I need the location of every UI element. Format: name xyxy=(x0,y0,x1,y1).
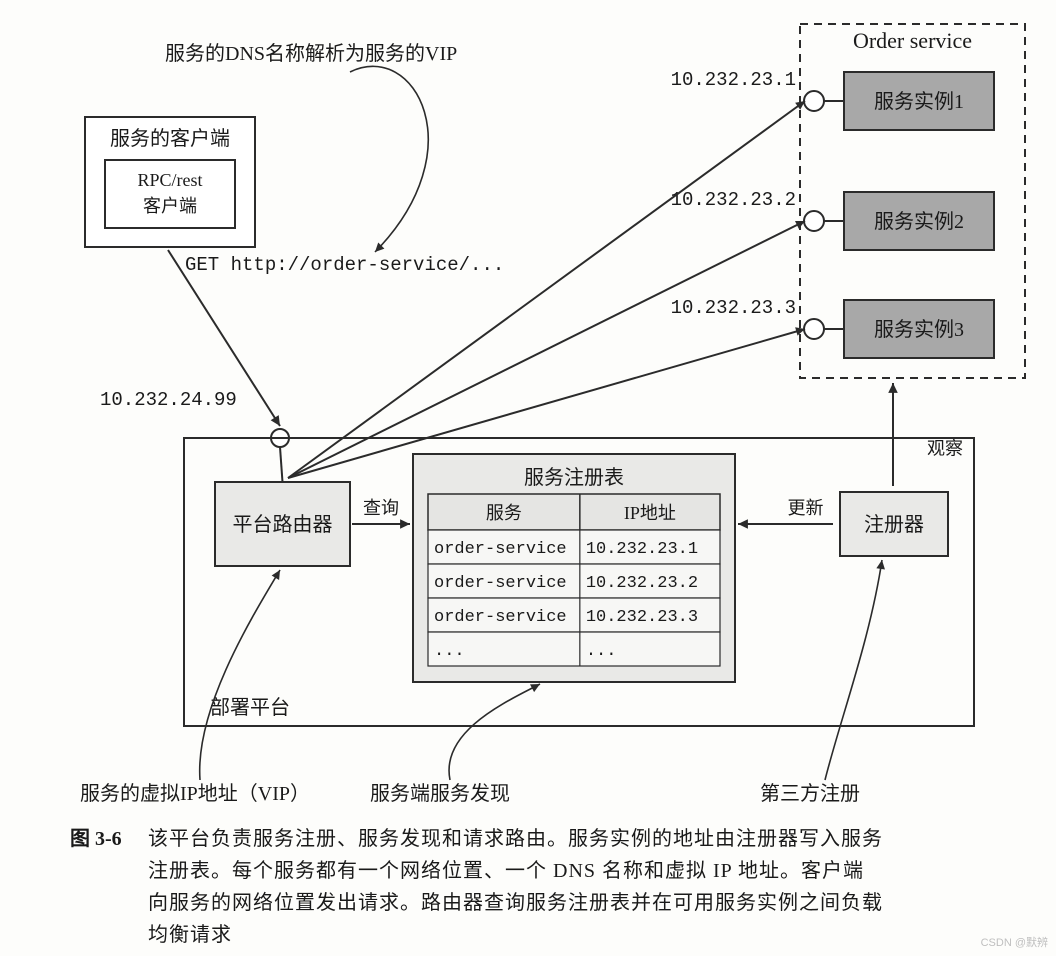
callout-label: 第三方注册 xyxy=(760,782,860,805)
svg-text:服务实例2: 服务实例2 xyxy=(874,210,964,233)
svg-text:10.232.23.1: 10.232.23.1 xyxy=(586,540,698,559)
svg-text:order-service: order-service xyxy=(434,608,567,627)
svg-text:部署平台: 部署平台 xyxy=(210,696,290,719)
svg-text:客户端: 客户端 xyxy=(143,196,197,216)
instance-port xyxy=(804,319,824,339)
figure-number: 图 3-6 xyxy=(70,827,122,850)
callout-label: 服务的虚拟IP地址（VIP） xyxy=(80,782,310,805)
callout-label: 服务端服务发现 xyxy=(370,782,510,805)
svg-text:10.232.23.2: 10.232.23.2 xyxy=(586,574,698,593)
svg-text:RPC/rest: RPC/rest xyxy=(137,170,202,190)
caption-line: 均衡请求 xyxy=(148,923,232,946)
svg-text:10.232.23.2: 10.232.23.2 xyxy=(671,189,796,211)
svg-text:...: ... xyxy=(586,642,617,661)
svg-text:order-service: order-service xyxy=(434,574,567,593)
svg-text:服务实例3: 服务实例3 xyxy=(874,318,964,341)
svg-text:服务注册表: 服务注册表 xyxy=(524,466,624,489)
svg-text:更新: 更新 xyxy=(788,498,824,518)
svg-text:服务的客户端: 服务的客户端 xyxy=(110,127,230,150)
svg-text:IP地址: IP地址 xyxy=(624,503,676,523)
svg-text:平台路由器: 平台路由器 xyxy=(233,513,333,536)
svg-text:10.232.23.3: 10.232.23.3 xyxy=(671,297,796,319)
svg-text:注册器: 注册器 xyxy=(864,513,924,536)
instance-port xyxy=(804,91,824,111)
registry-row xyxy=(428,632,720,666)
svg-text:...: ... xyxy=(434,642,465,661)
caption-line: 该平台负责服务注册、服务发现和请求路由。服务实例的地址由注册器写入服务 xyxy=(148,827,883,850)
svg-text:Order service: Order service xyxy=(853,28,972,53)
instance-port xyxy=(804,211,824,231)
dns-label: 服务的DNS名称解析为服务的VIP xyxy=(165,42,457,65)
svg-text:order-service: order-service xyxy=(434,540,567,559)
caption-line: 注册表。每个服务都有一个网络位置、一个 DNS 名称和虚拟 IP 地址。客户端 xyxy=(148,859,864,882)
svg-text:10.232.23.1: 10.232.23.1 xyxy=(671,69,796,91)
watermark: CSDN @默辨 xyxy=(981,934,1048,950)
vip-text: 10.232.24.99 xyxy=(100,389,237,411)
svg-text:服务实例1: 服务实例1 xyxy=(874,90,964,113)
svg-text:服务: 服务 xyxy=(486,503,522,523)
svg-text:查询: 查询 xyxy=(363,498,399,518)
caption-line: 向服务的网络位置发出请求。路由器查询服务注册表并在可用服务实例之间负载 xyxy=(148,891,883,914)
http-request-text: GET http://order-service/... xyxy=(185,254,504,276)
svg-text:10.232.23.3: 10.232.23.3 xyxy=(586,608,698,627)
observe-label: 观察 xyxy=(927,439,963,459)
